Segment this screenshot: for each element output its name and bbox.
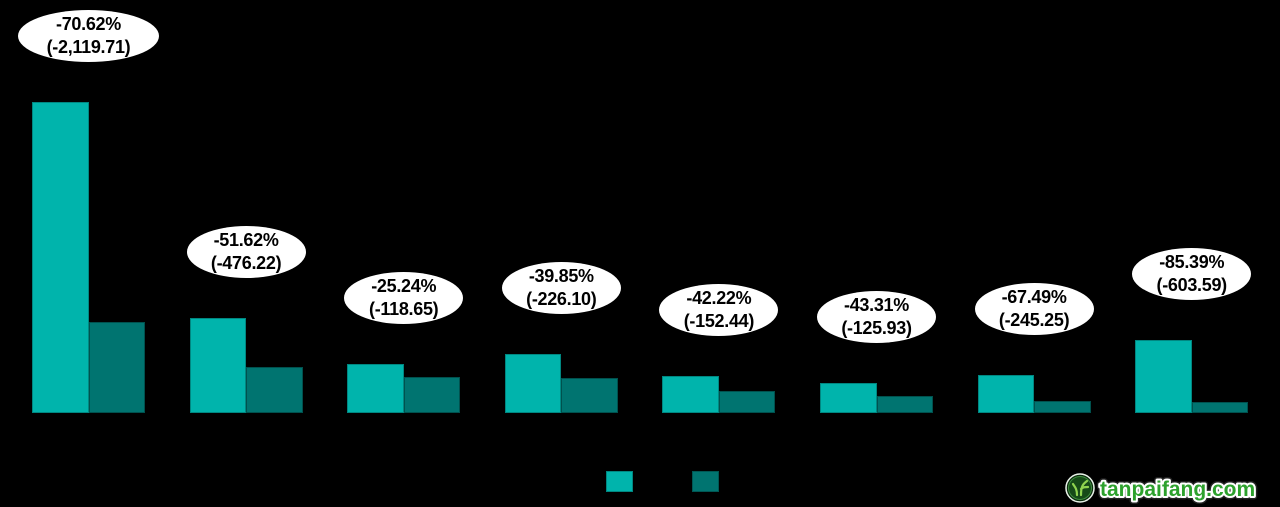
- bar-series-1-group-4: [504, 354, 562, 413]
- tanpaifang-logo-icon: [1065, 473, 1095, 503]
- bar-series-1-group-1: [32, 102, 89, 413]
- callout-pct-label: -70.62%: [56, 14, 121, 35]
- callout-group-1: -70.62% (-2,119.71): [18, 10, 159, 63]
- bar-series-1-group-5: [662, 375, 719, 413]
- bar-series-2-group-7: [1034, 400, 1091, 413]
- callout-abs-label: (-118.65): [369, 299, 439, 320]
- callout-group-7: -67.49% (-245.25): [974, 283, 1094, 336]
- legend-swatch-series-2: [692, 471, 719, 492]
- callout-group-3: -25.24% (-118.65): [344, 272, 464, 325]
- callout-pct-label: -39.85%: [528, 266, 594, 287]
- callout-group-5: -42.22% (-152.44): [659, 283, 779, 336]
- bar-series-1-group-7: [977, 375, 1035, 413]
- svg-text:tanpaifang.com: tanpaifang.com: [1100, 478, 1255, 501]
- bar-series-2-group-4: [561, 377, 618, 413]
- callout-group-8: -85.39% (-603.59): [1132, 247, 1252, 300]
- callout-group-6: -43.31% (-125.93): [817, 290, 936, 343]
- callout-pct-label: -51.62%: [213, 229, 279, 250]
- svg-text:tanpaifang.com: tanpaifang.com: [1100, 478, 1255, 501]
- callout-abs-label: (-603.59): [1156, 274, 1228, 295]
- callout-pct-label: -85.39%: [1159, 251, 1225, 272]
- callout-abs-label: (-245.25): [998, 310, 1070, 331]
- callout-abs-label: (-476.22): [210, 252, 282, 273]
- watermark: tanpaifang.com tanpaifang.com tanpaifang…: [1064, 471, 1270, 505]
- callout-group-2: -51.62% (-476.22): [186, 225, 306, 278]
- callout-pct-label: -43.31%: [844, 294, 909, 315]
- callout-pct-label: -67.49%: [1001, 287, 1067, 308]
- bar-series-2-group-2: [246, 366, 303, 413]
- callout-pct-label: -25.24%: [371, 276, 437, 297]
- callout-abs-label: (-125.93): [841, 317, 912, 338]
- legend-swatch-series-1: [606, 471, 633, 492]
- bar-series-1-group-2: [189, 317, 247, 413]
- bar-series-1-group-3: [347, 364, 404, 413]
- bar-series-2-group-5: [718, 391, 776, 413]
- bar-series-2-group-3: [403, 376, 461, 413]
- callout-abs-label: (-152.44): [683, 310, 755, 331]
- bar-series-2-group-8: [1191, 402, 1249, 413]
- bar-series-1-group-8: [1135, 339, 1192, 413]
- bar-series-2-group-6: [876, 395, 933, 413]
- callout-abs-label: (-226.10): [526, 289, 597, 310]
- svg-text:tanpaifang.com: tanpaifang.com: [1100, 478, 1255, 501]
- bar-series-2-group-1: [88, 321, 145, 413]
- callout-abs-label: (-2,119.71): [46, 37, 131, 58]
- callout-group-4: -39.85% (-226.10): [501, 262, 621, 315]
- callout-pct-label: -42.22%: [686, 287, 752, 308]
- watermark-text: tanpaifang.com tanpaifang.com tanpaifang…: [1097, 475, 1259, 505]
- bar-series-1-group-6: [820, 382, 877, 413]
